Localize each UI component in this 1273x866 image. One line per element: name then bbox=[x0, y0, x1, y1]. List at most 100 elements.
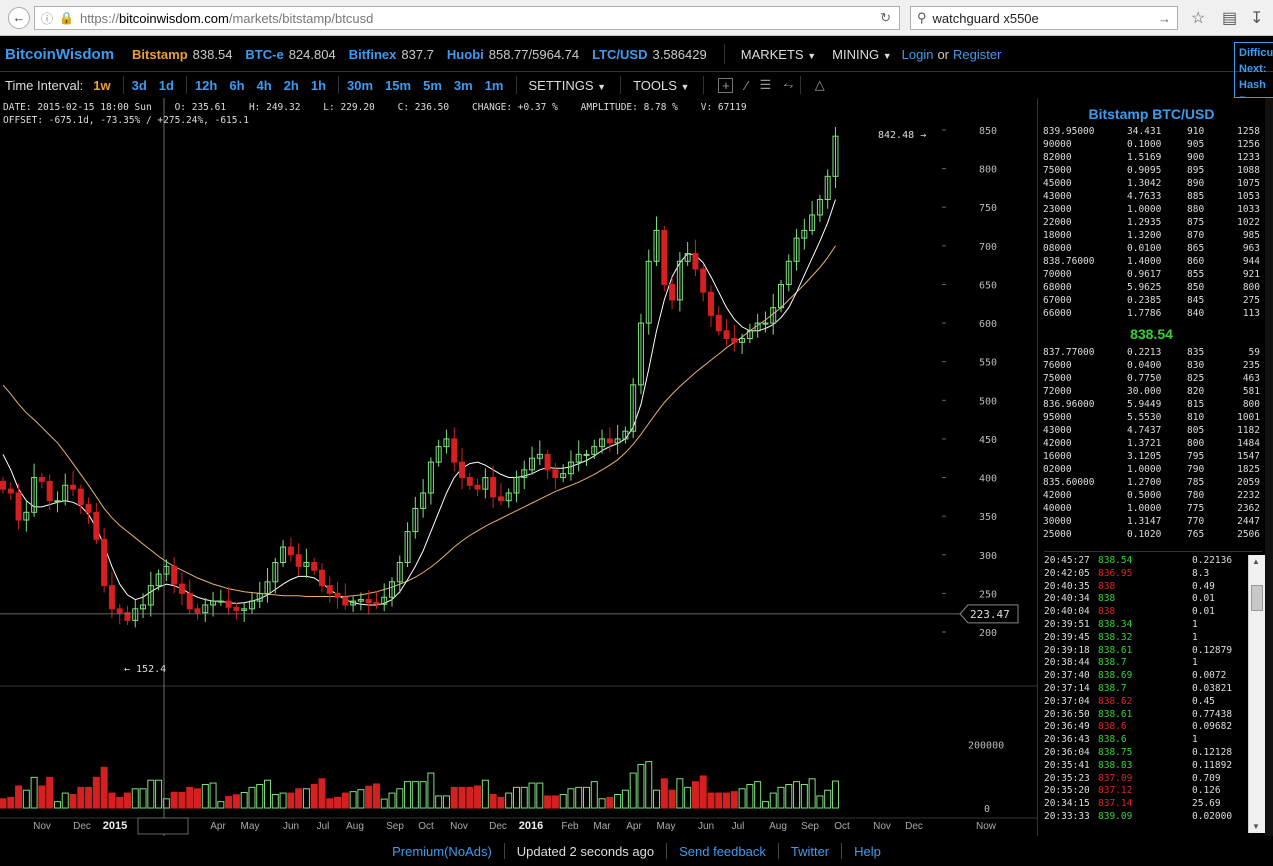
help-link[interactable]: Help bbox=[854, 843, 881, 859]
trade-history[interactable]: 20:45:27 838.54 0.22136 20:42:05 836.95 8.3 20… bbox=[1038, 555, 1248, 833]
interval-1w[interactable]: 1w bbox=[93, 77, 111, 93]
info-icon[interactable]: ⓘ bbox=[41, 11, 54, 26]
bid-price: 836.96000 bbox=[1043, 399, 1095, 410]
ticker-huobi-name[interactable]: Huobi bbox=[446, 46, 484, 62]
volume-bar bbox=[30, 776, 38, 809]
time-tick-label: Aug bbox=[769, 821, 787, 832]
bid-depth-total: 59 bbox=[1248, 347, 1260, 358]
short-moving-average bbox=[2, 199, 836, 606]
hline-tool-icon[interactable]: ☰ bbox=[759, 77, 772, 92]
login-link[interactable]: Login bbox=[901, 46, 934, 62]
candle-body bbox=[350, 600, 357, 606]
hashrate-line: Hash R bbox=[1239, 79, 1266, 97]
interval-1h[interactable]: 1h bbox=[310, 77, 327, 93]
bid-row: 02000 1.0000 790 1825 bbox=[1038, 464, 1265, 477]
fib-tool-icon[interactable]: ⥊ bbox=[783, 77, 794, 92]
volume-tick-label: 0 bbox=[984, 804, 990, 815]
premium-link[interactable]: Premium(NoAds) bbox=[392, 843, 492, 859]
candle-body bbox=[225, 600, 232, 608]
trade-price: 838.34 bbox=[1098, 618, 1133, 630]
bid-depth-total: 1825 bbox=[1237, 464, 1260, 475]
interval-5m[interactable]: 5m bbox=[423, 77, 442, 93]
trade-volume: 0.11892 bbox=[1192, 759, 1233, 771]
settings-menu[interactable]: SETTINGS ▼ bbox=[529, 78, 607, 93]
interval-3m[interactable]: 3m bbox=[453, 77, 473, 93]
interval-12h[interactable]: 12h bbox=[194, 77, 218, 93]
bid-amount: 4.7437 bbox=[1127, 425, 1162, 436]
trade-volume: 0.01 bbox=[1192, 593, 1215, 605]
chart-toolbar: Time Interval: 1w 3d 1d 12h 6h 4h 2h 1h … bbox=[0, 72, 1037, 98]
candle-body bbox=[264, 581, 271, 594]
ticker-ltcusd-name[interactable]: LTC/USD bbox=[592, 46, 648, 62]
scroll-down-icon[interactable]: ▼ bbox=[1252, 822, 1260, 831]
bid-depth-total: 2506 bbox=[1237, 529, 1260, 540]
volume-bar bbox=[194, 788, 201, 809]
interval-3d[interactable]: 3d bbox=[131, 77, 147, 93]
volume-bar bbox=[302, 788, 310, 809]
register-link[interactable]: Register bbox=[953, 46, 1002, 62]
bid-depth-total: 2232 bbox=[1237, 490, 1260, 501]
site-navigation: BitcoinWisdom Bitstamp 838.54 BTC-e 824.… bbox=[0, 37, 1273, 72]
download-icon[interactable]: ↧ bbox=[1250, 10, 1264, 27]
trade-time: 20:40:04 bbox=[1044, 606, 1090, 618]
candle-body bbox=[793, 237, 800, 262]
reload-icon[interactable]: ↻ bbox=[880, 10, 891, 25]
line-tool-icon[interactable]: ∕ bbox=[745, 77, 748, 93]
volume-bar bbox=[380, 798, 388, 809]
interval-15m[interactable]: 15m bbox=[385, 77, 412, 93]
candle-body bbox=[46, 480, 53, 502]
site-logo[interactable]: BitcoinWisdom bbox=[5, 45, 115, 63]
back-arrow-icon[interactable]: ← bbox=[8, 6, 30, 29]
bid-price: 43000 bbox=[1043, 425, 1072, 436]
crosshair-icon[interactable]: + bbox=[718, 77, 734, 93]
trade-time: 20:38:44 bbox=[1044, 657, 1090, 669]
time-tick-label: 2015 bbox=[103, 820, 127, 832]
interval-30m[interactable]: 30m bbox=[347, 77, 374, 93]
star-icon[interactable]: ☆ bbox=[1191, 10, 1206, 27]
tools-menu[interactable]: TOOLS ▼ bbox=[633, 78, 689, 93]
alert-bell-icon[interactable]: △ bbox=[814, 77, 825, 92]
candle-body bbox=[544, 453, 551, 471]
time-tick-label: Jun bbox=[283, 821, 299, 832]
candle-body bbox=[202, 604, 209, 614]
reading-list-icon[interactable]: ▤ bbox=[1222, 10, 1238, 27]
ask-amount: 1.3042 bbox=[1127, 178, 1162, 189]
candle-body bbox=[653, 229, 660, 262]
go-arrow-icon[interactable]: → bbox=[1158, 10, 1171, 26]
bid-amount: 1.2700 bbox=[1127, 477, 1162, 488]
trade-scrollbar[interactable]: ▲ ▼ bbox=[1248, 555, 1265, 833]
markets-menu[interactable]: MARKETS ▼ bbox=[741, 47, 816, 62]
search-bar[interactable]: ⚲ watchguard x550e → bbox=[910, 6, 1178, 30]
volume-bar bbox=[7, 796, 15, 809]
price-chart[interactable]: 8508007507006506005505004504003503002502… bbox=[0, 98, 1037, 836]
bid-amount: 0.0400 bbox=[1127, 360, 1162, 371]
interval-2h[interactable]: 2h bbox=[283, 77, 299, 93]
candle-body bbox=[311, 561, 318, 571]
feedback-link[interactable]: Send feedback bbox=[679, 843, 766, 859]
ticker-btce-name[interactable]: BTC-e bbox=[245, 46, 284, 62]
ask-row: 45000 1.3042 890 1075 bbox=[1038, 178, 1265, 191]
ticker-bitstamp-name[interactable]: Bitstamp bbox=[132, 46, 188, 62]
candle-body bbox=[70, 484, 77, 490]
ask-amount: 0.9095 bbox=[1127, 165, 1162, 176]
ticker-bitfinex-name[interactable]: Bitfinex bbox=[348, 46, 397, 62]
cursor-price-box bbox=[959, 604, 1019, 624]
price-tick-label: 750 bbox=[979, 203, 997, 214]
time-tick-label: Nov bbox=[450, 821, 468, 832]
interval-6h[interactable]: 6h bbox=[229, 77, 245, 93]
trade-row: 20:40:04 838 0.01 bbox=[1038, 606, 1248, 619]
candle-body bbox=[583, 453, 590, 456]
volume-bar bbox=[310, 784, 318, 809]
address-bar[interactable]: ⓘ 🔒 https://bitcoinwisdom.com/markets/bi… bbox=[34, 6, 900, 30]
candle-body bbox=[552, 469, 559, 479]
mining-menu[interactable]: MINING ▼ bbox=[832, 47, 892, 62]
interval-1d[interactable]: 1d bbox=[158, 77, 174, 93]
scroll-up-icon[interactable]: ▲ bbox=[1252, 557, 1260, 566]
scroll-thumb[interactable] bbox=[1251, 585, 1263, 611]
candle-body bbox=[0, 480, 6, 490]
trade-time: 20:36:49 bbox=[1044, 721, 1090, 733]
ask-row: 75000 0.9095 895 1088 bbox=[1038, 165, 1265, 178]
twitter-link[interactable]: Twitter bbox=[790, 843, 830, 859]
interval-1m[interactable]: 1m bbox=[484, 77, 504, 93]
interval-4h[interactable]: 4h bbox=[256, 77, 272, 93]
